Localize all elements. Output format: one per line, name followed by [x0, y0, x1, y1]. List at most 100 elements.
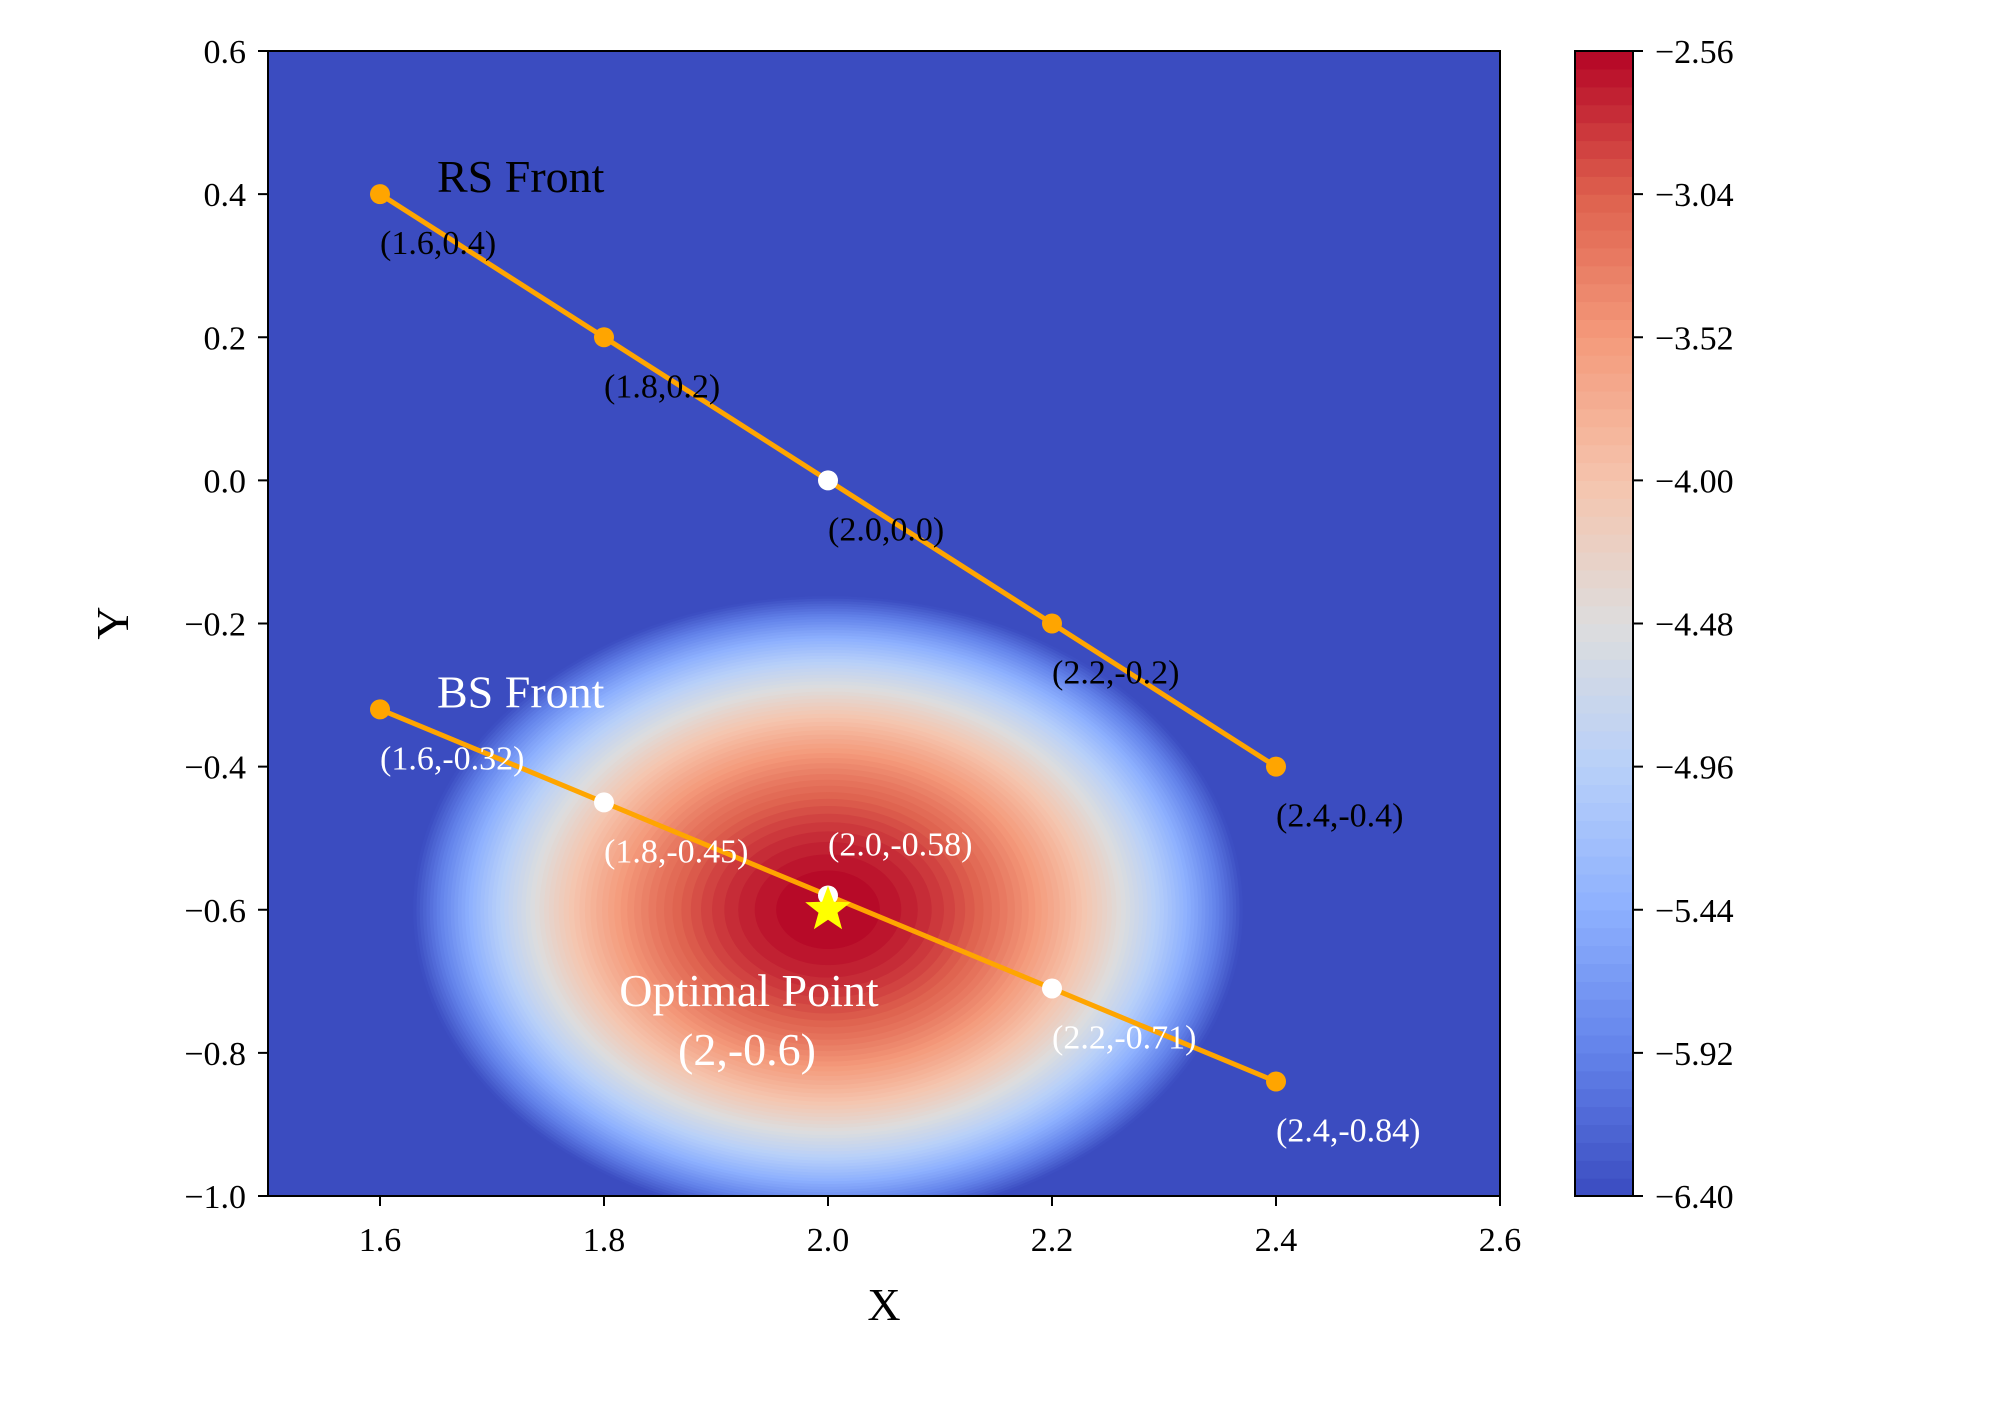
data-point: [1042, 613, 1062, 634]
colorbar-band: [1575, 677, 1633, 696]
colorbar-band: [1575, 641, 1633, 660]
colorbar-band: [1575, 283, 1633, 303]
colorbar-tick-label: −4.96: [1655, 750, 1734, 787]
colorbar-tick-label: −4.00: [1655, 463, 1734, 500]
colorbar-band: [1575, 408, 1633, 428]
optimal-point-star: [805, 885, 851, 930]
colorbar-band: [1575, 319, 1633, 338]
colorbar-band: [1575, 981, 1633, 1000]
colorbar-tick-label: −5.44: [1655, 893, 1734, 930]
colorbar-band: [1575, 766, 1633, 786]
y-tick-label: 0.2: [204, 320, 247, 357]
colorbar-band: [1575, 891, 1633, 911]
y-tick-label: −0.2: [184, 607, 246, 644]
point-label: (2.4,-0.4): [1276, 798, 1403, 835]
colorbar-band: [1575, 1124, 1633, 1143]
colorbar-band: [1575, 1052, 1633, 1072]
colorbar-tick-label: −6.40: [1655, 1179, 1734, 1216]
colorbar-band: [1575, 1017, 1633, 1036]
optimal-point-label: Optimal Point: [619, 965, 879, 1016]
colorbar-band: [1575, 1160, 1633, 1179]
x-tick-label: 2.6: [1479, 1222, 1522, 1259]
x-tick-label: 1.8: [583, 1222, 626, 1259]
colorbar-band: [1575, 462, 1633, 481]
y-tick-label: −0.8: [184, 1036, 246, 1073]
point-label: (2.0,-0.58): [828, 826, 972, 863]
annotations: (1.6,0.4) (1.8,0.2) (2.0,0.0) (2.2,-0.2) (2.…: [380, 151, 1420, 1149]
colorbar-band: [1575, 945, 1633, 965]
point-label: (2.2,-0.71): [1052, 1019, 1196, 1056]
colorbar-band: [1575, 229, 1633, 249]
point-label: (2.4,-0.84): [1276, 1113, 1420, 1150]
colorbar-band: [1575, 856, 1633, 875]
colorbar-band: [1575, 337, 1633, 356]
data-point: [1042, 978, 1062, 999]
y-tick-label: −1.0: [184, 1179, 246, 1216]
y-tick-label: −0.6: [184, 893, 246, 930]
x-axis-title: X: [867, 1279, 900, 1330]
colorbar-tick-label: −2.56: [1655, 34, 1734, 71]
colorbar-band: [1575, 534, 1633, 553]
colorbar-band: [1575, 1034, 1633, 1054]
contour-surface: [268, 51, 1500, 1196]
colorbar-band: [1575, 122, 1633, 142]
colorbar-band: [1575, 355, 1633, 374]
y-tick-label: 0.0: [204, 463, 247, 500]
colorbar-band: [1575, 158, 1633, 177]
colorbar-band: [1575, 999, 1633, 1018]
colorbar-band: [1575, 373, 1633, 392]
colorbar-band: [1575, 838, 1633, 857]
colorbar: −2.56 −3.04 −3.52 −4.00 −4.48 −4.96 −5.44 −5.92…: [1574, 34, 1734, 1216]
series-name-label: RS Front: [437, 151, 605, 202]
data-point: [594, 792, 614, 813]
data-point: [1266, 756, 1286, 777]
colorbar-band: [1575, 444, 1633, 464]
colorbar-band: [1575, 140, 1633, 159]
colorbar-band: [1575, 927, 1633, 947]
colorbar-band: [1575, 712, 1633, 732]
colorbar-band: [1575, 551, 1633, 571]
colorbar-band: [1575, 873, 1633, 893]
colorbar-band: [1575, 265, 1633, 285]
y-axis: 0.6 0.4 0.2 0.0 −0.2 −0.4 −0.6 −0.8 −1.0: [184, 34, 268, 1216]
colorbar-tick-label: −3.52: [1655, 320, 1734, 357]
colorbar-band: [1575, 301, 1633, 320]
data-point: [1266, 1071, 1286, 1092]
colorbar-band: [1575, 623, 1633, 642]
colorbar-tick-label: −3.04: [1655, 177, 1734, 214]
colorbar-band: [1575, 1106, 1633, 1126]
colorbar-band: [1575, 1178, 1633, 1197]
colorbar-band: [1575, 569, 1633, 589]
colorbar-band: [1575, 748, 1633, 768]
data-point: [370, 699, 390, 720]
x-axis: 1.6 1.8 2.0 2.2 2.4 2.6: [359, 1196, 1522, 1259]
point-label: (1.8,-0.45): [604, 833, 748, 870]
colorbar-band: [1575, 426, 1633, 446]
colorbar-band: [1575, 963, 1633, 982]
y-tick-label: −0.4: [184, 750, 246, 787]
x-tick-label: 1.6: [359, 1222, 402, 1259]
colorbar-band: [1575, 212, 1633, 231]
colorbar-band: [1575, 659, 1633, 678]
data-point: [818, 470, 838, 491]
colorbar-band: [1575, 86, 1633, 106]
optimal-point-coords: (2,-0.6): [678, 1024, 816, 1075]
colorbar-band: [1575, 51, 1633, 70]
point-label: (1.8,0.2): [604, 368, 720, 405]
point-label: (1.6,-0.32): [380, 740, 524, 777]
colorbar-band: [1575, 516, 1633, 535]
data-point: [594, 327, 614, 348]
point-label: (2.0,0.0): [828, 511, 944, 548]
x-tick-label: 2.2: [1031, 1222, 1074, 1259]
data-point: [370, 184, 390, 205]
colorbar-band: [1575, 390, 1633, 410]
colorbar-band: [1575, 695, 1633, 714]
point-label: (1.6,0.4): [380, 225, 496, 262]
x-tick-label: 2.4: [1255, 1222, 1298, 1259]
colorbar-band: [1575, 820, 1633, 839]
colorbar-tick-label: −4.48: [1655, 607, 1734, 644]
colorbar-band: [1575, 498, 1633, 517]
x-tick-label: 2.0: [807, 1222, 850, 1259]
colorbar-band: [1575, 1070, 1633, 1090]
